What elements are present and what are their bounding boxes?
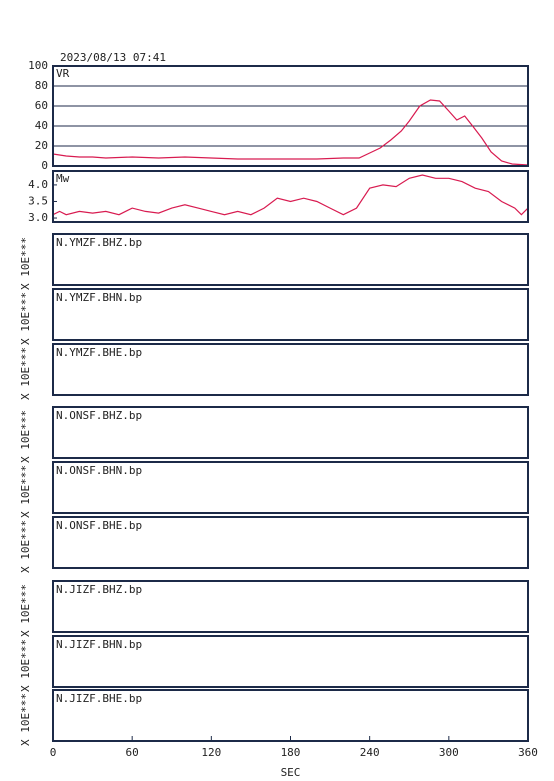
trace-label: N.YMZF.BHN.bp [56,291,142,304]
y-tick-label: 20 [35,139,48,152]
y-tick-label: 3.0 [28,211,48,224]
data-line [52,174,529,216]
trace-ylabel: X 10E*** [19,347,32,400]
trace-panel [52,288,529,341]
timestamp: 2023/08/13 07:41 [60,51,166,64]
trace-label: N.YMZF.BHZ.bp [56,236,142,249]
y-tick-label: 80 [35,79,48,92]
trace-label: N.JIZF.BHZ.bp [56,583,142,596]
trace-label: N.ONSF.BHZ.bp [56,409,142,422]
trace-panel [52,233,529,286]
x-tick-label: 0 [50,746,57,759]
y-tick-label: 100 [28,59,48,72]
data-line [52,99,529,166]
trace-ylabel: X 10E*** [19,584,32,637]
trace-ylabel: X 10E*** [19,237,32,290]
trace-label: N.ONSF.BHN.bp [56,464,142,477]
trace-ylabel: X 10E*** [19,693,32,746]
panel-frame [52,170,529,223]
x-tick-label: 300 [439,746,459,759]
trace-ylabel: X 10E*** [19,410,32,463]
x-tick-label: 60 [126,746,139,759]
trace-ylabel: X 10E*** [19,639,32,692]
trace-panel [52,461,529,514]
trace-label: N.ONSF.BHE.bp [56,519,142,532]
trace-ylabel: X 10E*** [19,520,32,573]
y-tick-label: 4.0 [28,178,48,191]
y-tick-label: 40 [35,119,48,132]
trace-panel [52,516,529,569]
x-tick-label: 240 [360,746,380,759]
x-tick-label: 360 [518,746,538,759]
panel-frame [52,65,529,167]
y-tick-label: 0 [41,159,48,172]
trace-label: N.YMZF.BHE.bp [56,346,142,359]
trace-panel [52,635,529,688]
trace-ylabel: X 10E*** [19,292,32,345]
trace-panel [52,343,529,396]
panel-label: VR [56,67,70,80]
trace-ylabel: X 10E*** [19,465,32,518]
x-tick-label: 120 [201,746,221,759]
trace-label: N.JIZF.BHN.bp [56,638,142,651]
y-tick-label: 3.5 [28,194,48,207]
trace-label: N.JIZF.BHE.bp [56,692,142,705]
panel-label: Mw [56,172,70,185]
y-tick-label: 60 [35,99,48,112]
trace-panel [52,406,529,459]
trace-panel [52,580,529,633]
x-tick-label: 180 [281,746,301,759]
x-axis-label: SEC [281,766,301,779]
